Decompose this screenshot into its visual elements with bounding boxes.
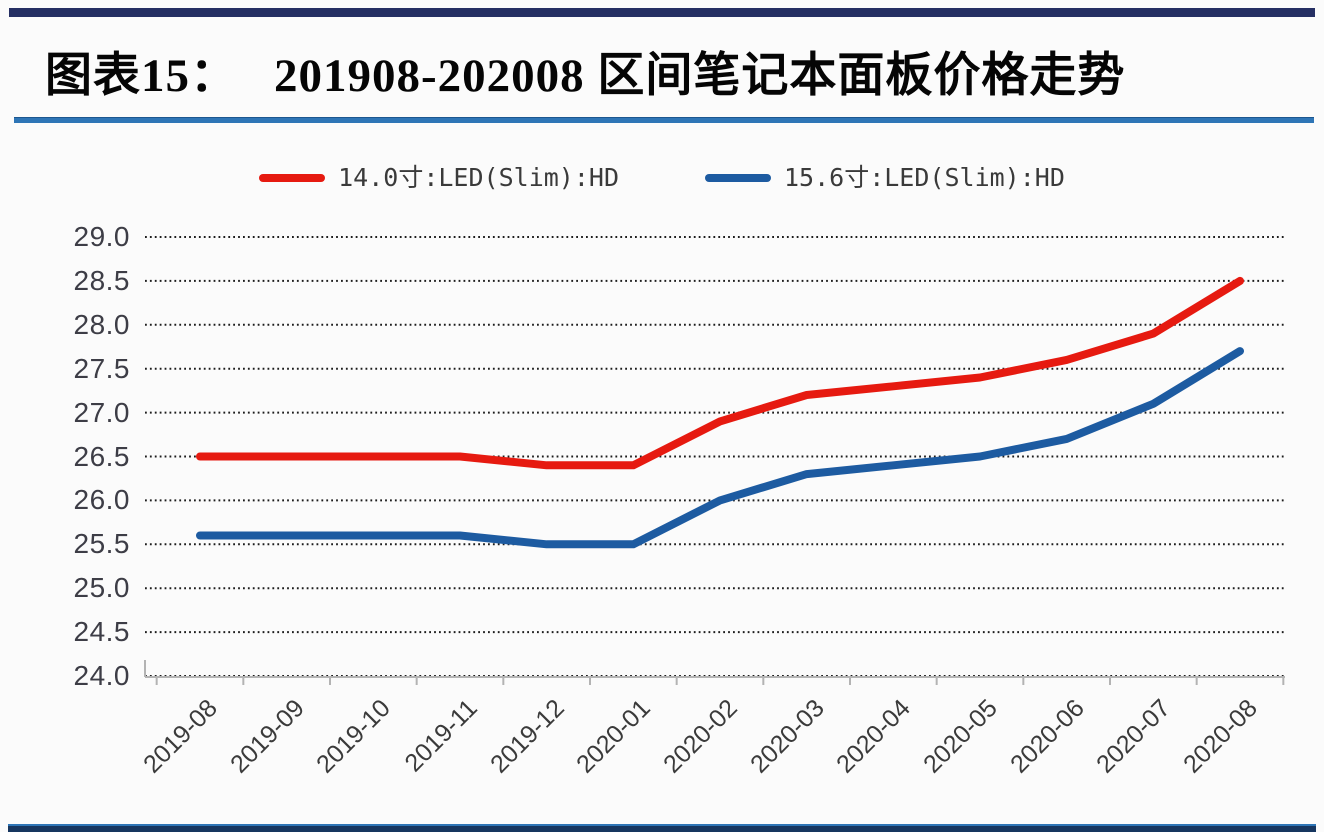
y-axis-label: 28.5 [73,264,130,296]
legend-item-series-0: 14.0寸:LED(Slim):HD [259,163,619,193]
y-axis-label: 29.0 [73,221,130,252]
y-axis-label: 24.5 [73,616,130,648]
figure-number-label: 图表15： [45,50,238,102]
legend-label-series-0: 14.0寸:LED(Slim):HD [338,163,619,192]
y-axis-label: 27.0 [73,396,130,428]
y-axis-label: 27.5 [73,352,130,384]
bottom-accent-rule [8,824,1316,832]
y-axis-label: 26.5 [73,440,130,472]
legend-label-series-1: 15.6寸:LED(Slim):HD [784,163,1065,192]
y-axis-label: 26.0 [73,484,130,516]
y-axis-label: 25.0 [73,572,130,604]
series-line-0 [196,276,1244,470]
figure-title-text: 201908-202008 区间笔记本面板价格走势 [274,50,1126,102]
legend-swatch-blue-line [705,174,771,182]
legend-item-series-1: 15.6寸:LED(Slim):HD [705,163,1065,193]
page-title: 图表15： 201908-202008 区间笔记本面板价格走势 [45,36,1125,108]
legend-swatch-red-line [259,174,326,182]
title-divider-rule [14,117,1314,123]
series-line-1 [196,347,1244,549]
chart-legend: 14.0寸:LED(Slim):HD 15.6寸:LED(Slim):HD [0,163,1324,193]
y-axis-label: 24.0 [73,660,130,691]
top-accent-bar [9,8,1315,17]
y-axis-label: 28.0 [73,308,130,340]
y-axis-label: 25.5 [73,528,130,560]
